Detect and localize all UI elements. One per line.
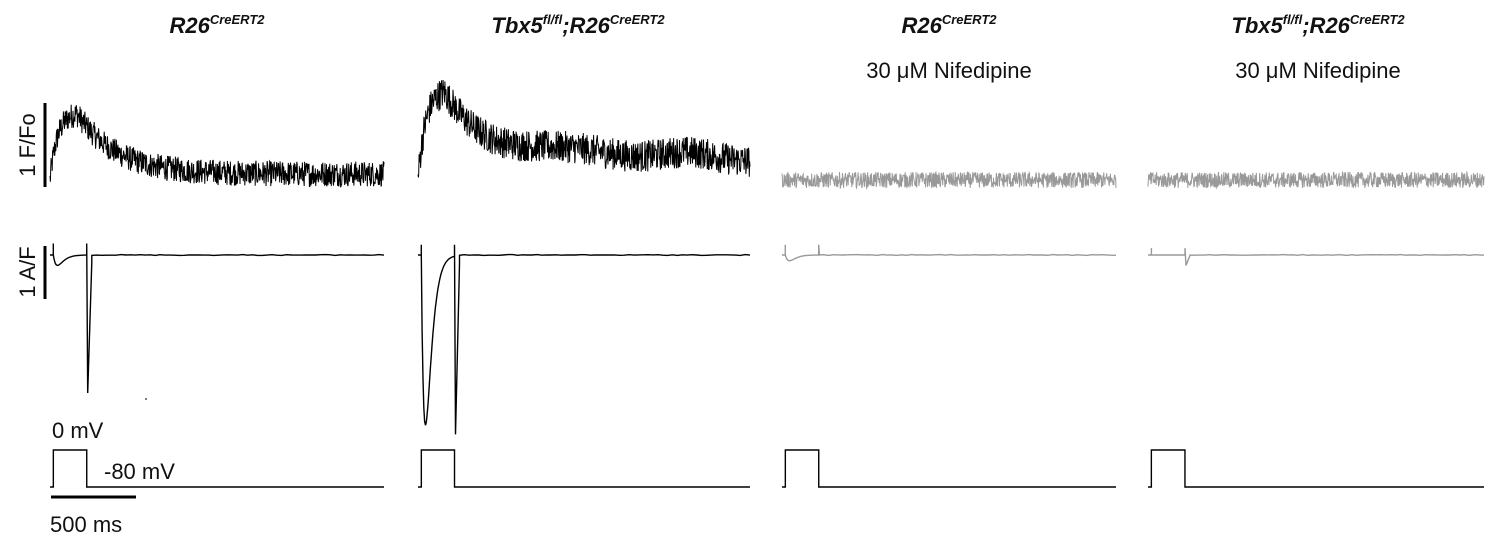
panel-1: [49, 104, 385, 488]
current-scale-label: 1 A/F: [15, 246, 40, 297]
panel-4: [1147, 170, 1485, 488]
scale-bars: 1 F/Fo 1 A/F 0 mV -80 mV 500 ms: [15, 103, 175, 537]
panel-title: R26CreERT2: [901, 12, 997, 38]
holding-voltage-label: -80 mV: [104, 459, 175, 484]
panel-title: Tbx5fl/fl;R26CreERT2: [1231, 12, 1405, 38]
panel-title: Tbx5fl/fl;R26CreERT2: [491, 12, 665, 38]
calcium-trace: [49, 104, 385, 188]
calcium-trace: [1147, 170, 1485, 190]
panel-condition: 30 μM Nifedipine: [866, 58, 1032, 83]
current-trace: [1148, 248, 1485, 266]
voltage-protocol: [418, 449, 750, 488]
voltage-protocol: [1148, 449, 1484, 488]
panel-condition: 30 μM Nifedipine: [1235, 58, 1401, 83]
time-scale-label: 500 ms: [50, 512, 122, 537]
panel-2: [417, 79, 751, 488]
step-voltage-label: 0 mV: [52, 418, 104, 443]
traces: [49, 79, 1485, 488]
current-trace: [782, 244, 1117, 262]
panel-titles: R26CreERT2 Tbx5fl/fl;R26CreERT2 R26CreERT2…: [169, 12, 1405, 83]
stray-dot: [145, 398, 147, 400]
current-trace: [50, 243, 385, 394]
panel-title: R26CreERT2: [169, 12, 265, 38]
panel-3: [781, 170, 1117, 488]
fluorescence-scale-label: 1 F/Fo: [15, 113, 40, 177]
voltage-protocol: [50, 449, 384, 488]
current-trace: [418, 244, 751, 435]
calcium-trace: [781, 170, 1117, 190]
calcium-trace: [417, 79, 751, 178]
voltage-protocol: [782, 449, 1116, 488]
